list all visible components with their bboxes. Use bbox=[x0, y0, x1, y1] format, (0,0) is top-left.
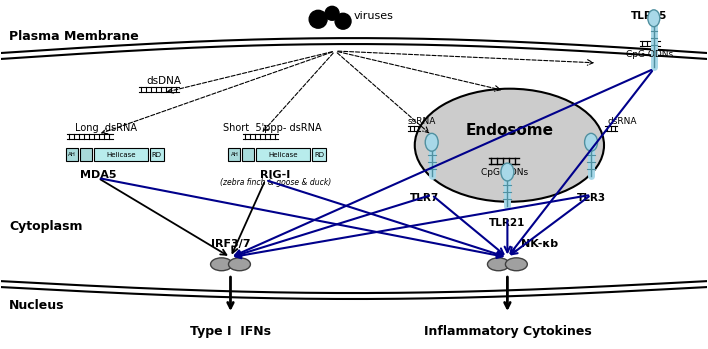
Text: Type I  IFNs: Type I IFNs bbox=[190, 325, 271, 338]
Ellipse shape bbox=[210, 258, 232, 271]
Circle shape bbox=[325, 6, 339, 20]
Text: TLR7: TLR7 bbox=[410, 193, 440, 203]
Text: ssRNA: ssRNA bbox=[408, 118, 436, 126]
Ellipse shape bbox=[488, 258, 509, 271]
Ellipse shape bbox=[229, 258, 251, 271]
Ellipse shape bbox=[501, 163, 514, 181]
Ellipse shape bbox=[426, 133, 438, 151]
Text: Helicase: Helicase bbox=[106, 152, 136, 158]
FancyBboxPatch shape bbox=[150, 148, 164, 161]
FancyBboxPatch shape bbox=[66, 148, 78, 161]
Text: Helicase: Helicase bbox=[268, 152, 298, 158]
Text: Plasma Membrane: Plasma Membrane bbox=[9, 30, 139, 43]
Text: TLR15: TLR15 bbox=[631, 11, 667, 21]
Text: NK-κb: NK-κb bbox=[521, 239, 559, 250]
Text: Nucleus: Nucleus bbox=[9, 299, 65, 312]
Text: RD: RD bbox=[314, 152, 324, 158]
FancyBboxPatch shape bbox=[312, 148, 326, 161]
Text: Cytoplasm: Cytoplasm bbox=[9, 220, 83, 233]
FancyBboxPatch shape bbox=[80, 148, 92, 161]
Ellipse shape bbox=[415, 89, 604, 202]
Ellipse shape bbox=[648, 10, 660, 27]
Text: AH: AH bbox=[68, 152, 76, 157]
Circle shape bbox=[309, 10, 327, 28]
FancyBboxPatch shape bbox=[94, 148, 148, 161]
Text: viruses: viruses bbox=[354, 11, 394, 21]
Text: RIG-I: RIG-I bbox=[260, 170, 290, 180]
Ellipse shape bbox=[585, 133, 598, 151]
FancyBboxPatch shape bbox=[256, 148, 310, 161]
Text: MDA5: MDA5 bbox=[80, 170, 116, 180]
Text: dsRNA: dsRNA bbox=[607, 118, 636, 126]
Text: Short  5'ppp- dsRNA: Short 5'ppp- dsRNA bbox=[223, 123, 321, 133]
Circle shape bbox=[335, 13, 351, 29]
Text: TLR21: TLR21 bbox=[489, 218, 525, 228]
Text: CpG ODNs: CpG ODNs bbox=[627, 50, 673, 59]
Text: dsDNA: dsDNA bbox=[147, 76, 181, 86]
Text: RD: RD bbox=[152, 152, 161, 158]
Text: TLR3: TLR3 bbox=[576, 193, 605, 203]
Text: IRF3/7: IRF3/7 bbox=[210, 239, 250, 250]
FancyBboxPatch shape bbox=[229, 148, 241, 161]
Text: CpG ODNs: CpG ODNs bbox=[481, 168, 528, 177]
Text: Endosome: Endosome bbox=[465, 123, 554, 138]
Text: AH: AH bbox=[231, 152, 239, 157]
Text: Inflammatory Cytokines: Inflammatory Cytokines bbox=[423, 325, 591, 338]
Text: Long  dsRNA: Long dsRNA bbox=[75, 123, 137, 133]
Ellipse shape bbox=[506, 258, 527, 271]
Text: (zebra finch & goose & duck): (zebra finch & goose & duck) bbox=[219, 178, 331, 187]
FancyBboxPatch shape bbox=[242, 148, 254, 161]
